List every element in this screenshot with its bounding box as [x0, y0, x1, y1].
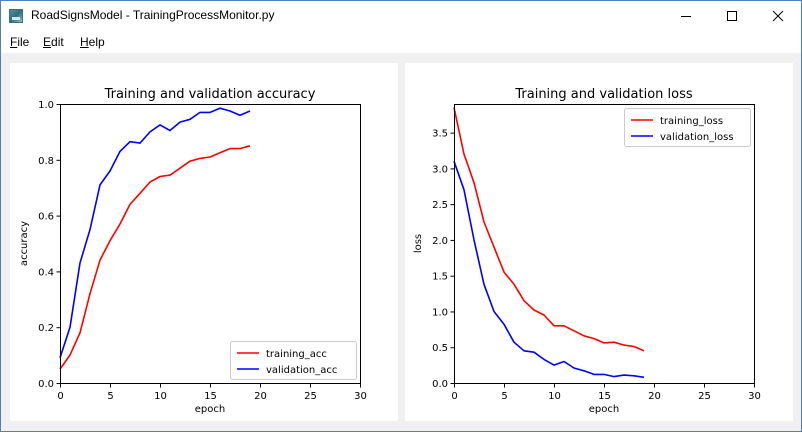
accuracy-chart-panel: Training and validation accuracy 0 5 10 15 20…	[10, 63, 398, 421]
x-tick-label: 30	[748, 391, 761, 402]
menu-edit-rest: dit	[51, 35, 64, 49]
menu-file-accel: F	[10, 35, 18, 49]
x-axis-label: epoch	[589, 404, 619, 415]
y-tick-label: 2.5	[432, 200, 448, 211]
x-tick-label: 5	[501, 391, 507, 402]
menu-help-accel: H	[80, 35, 89, 49]
legend-box	[624, 108, 751, 147]
minimize-icon	[681, 16, 691, 17]
y-tick-label: 3.5	[432, 129, 448, 140]
x-tick-label: 15	[204, 391, 217, 402]
series-line-training_acc	[59, 145, 251, 370]
x-tick-label: 25	[304, 391, 317, 402]
loss-chart: Training and validation loss 0 5 10 15 20 25 30…	[413, 87, 761, 415]
x-tick-label: 10	[548, 391, 561, 402]
x-tick-label: 0	[451, 391, 457, 402]
app-icon	[9, 9, 23, 23]
x-tick-label: 15	[598, 391, 611, 402]
legend-label: validation_loss	[660, 132, 734, 143]
x-tick-label: 30	[354, 391, 367, 402]
y-axis-label: loss	[413, 234, 424, 253]
menu-file[interactable]: File	[10, 35, 29, 49]
y-tick-label: 1.5	[432, 272, 448, 283]
window-title: RoadSignsModel - TrainingProcessMonitor.…	[31, 8, 275, 22]
y-tick-label: 1.0	[432, 307, 448, 318]
series-line-validation_loss	[453, 160, 645, 379]
y-tick-label: 2.0	[432, 236, 448, 247]
menu-bar: File Edit Help	[1, 31, 801, 53]
y-tick-label: 0.5	[432, 343, 448, 354]
y-tick-label: 0.2	[38, 323, 54, 334]
y-tick-label: 3.0	[432, 164, 448, 175]
x-tick-label: 20	[648, 391, 661, 402]
x-axis-label: epoch	[195, 404, 225, 415]
close-icon	[772, 10, 784, 22]
y-tick-label: 0.6	[38, 212, 54, 223]
series-line-validation_acc	[59, 107, 251, 359]
legend-label: validation_acc	[266, 365, 337, 376]
y-axis-label: accuracy	[19, 221, 30, 266]
menu-edit-accel: E	[43, 35, 52, 49]
y-tick-label: 0.4	[38, 267, 54, 278]
legend-label: training_loss	[660, 116, 723, 127]
loss-chart-panel: Training and validation loss 0 5 10 15 20 25 30…	[405, 63, 793, 421]
menu-help[interactable]: Help	[80, 35, 105, 49]
y-tick-label: 0.0	[432, 379, 448, 390]
close-button[interactable]	[755, 1, 801, 31]
series-line-training_loss	[453, 107, 645, 352]
y-tick-label: 0.0	[38, 379, 54, 390]
menu-help-rest: elp	[88, 35, 105, 49]
title-bar[interactable]: RoadSignsModel - TrainingProcessMonitor.…	[1, 1, 801, 31]
chart-title: Training and validation accuracy	[104, 87, 316, 102]
x-tick-label: 25	[698, 391, 711, 402]
menu-edit[interactable]: Edit	[43, 35, 64, 49]
y-tick-label: 1.0	[38, 100, 54, 111]
maximize-icon	[727, 11, 737, 21]
accuracy-chart: Training and validation accuracy 0 5 10 15 20…	[19, 87, 367, 415]
legend-label: training_acc	[266, 349, 327, 360]
maximize-button[interactable]	[709, 1, 755, 31]
y-tick-label: 0.8	[38, 156, 54, 167]
x-tick-label: 10	[154, 391, 167, 402]
menu-file-rest: ile	[17, 35, 30, 49]
legend-box	[230, 341, 357, 380]
x-tick-label: 20	[254, 391, 267, 402]
x-tick-label: 0	[57, 391, 63, 402]
minimize-button[interactable]	[663, 1, 709, 31]
chart-title: Training and validation loss	[514, 87, 692, 102]
x-tick-label: 5	[107, 391, 113, 402]
